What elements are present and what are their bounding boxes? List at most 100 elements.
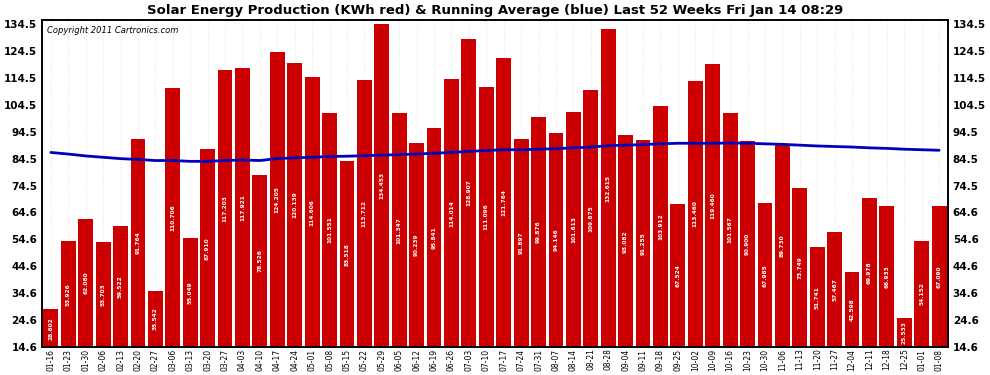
Text: 66.933: 66.933 [884,265,889,288]
Text: 109.875: 109.875 [588,206,593,232]
Bar [445,79,458,347]
Text: 57.467: 57.467 [833,278,838,301]
Bar [705,64,720,347]
Text: 101.551: 101.551 [327,216,332,243]
Text: 67.090: 67.090 [937,265,941,288]
Bar [165,88,180,347]
Text: 59.522: 59.522 [118,275,123,298]
Bar [44,309,58,347]
Text: 128.907: 128.907 [466,180,471,206]
Bar [252,175,267,347]
Text: 103.912: 103.912 [658,213,663,240]
Text: 89.730: 89.730 [780,234,785,257]
Text: 67.524: 67.524 [675,264,680,287]
Text: 101.613: 101.613 [571,216,576,243]
Bar [548,133,563,347]
Text: 114.014: 114.014 [448,200,454,226]
Bar [932,206,946,347]
Bar [60,241,75,347]
Bar [723,112,738,347]
Bar [305,77,320,347]
Bar [810,247,825,347]
Text: 121.764: 121.764 [501,189,506,216]
Bar [653,106,668,347]
Text: 95.841: 95.841 [432,226,437,249]
Text: 25.533: 25.533 [902,321,907,344]
Bar [566,112,581,347]
Text: 114.606: 114.606 [310,199,315,226]
Bar [670,204,685,347]
Text: 90.239: 90.239 [414,234,419,256]
Text: 99.876: 99.876 [536,221,542,243]
Bar [183,238,198,347]
Text: 42.598: 42.598 [849,298,854,321]
Text: 124.205: 124.205 [275,186,280,213]
Bar [828,231,842,347]
Bar [583,90,598,347]
Bar [792,188,807,347]
Text: 55.049: 55.049 [188,281,193,304]
Text: 54.152: 54.152 [920,282,925,305]
Text: 110.706: 110.706 [170,204,175,231]
Bar [601,29,616,347]
Text: 94.146: 94.146 [553,228,558,251]
Text: 28.602: 28.602 [49,317,53,340]
Text: 69.978: 69.978 [867,261,872,284]
Text: 101.567: 101.567 [728,216,733,243]
Text: 101.347: 101.347 [397,217,402,244]
Text: 62.080: 62.080 [83,272,88,294]
Bar [374,24,389,347]
Bar [741,141,755,347]
Bar [862,198,877,347]
Bar [514,139,529,347]
Bar [218,70,233,347]
Text: 51.741: 51.741 [815,286,820,309]
Bar [287,63,302,347]
Text: 91.255: 91.255 [641,232,645,255]
Bar [496,58,511,347]
Bar [688,81,703,347]
Bar [532,117,545,347]
Bar [235,69,249,347]
Text: 117.203: 117.203 [223,195,228,222]
Text: 120.139: 120.139 [292,192,297,218]
Bar [392,113,407,347]
Bar [461,39,476,347]
Bar [775,144,790,347]
Bar [844,272,859,347]
Text: 91.897: 91.897 [519,232,524,254]
Bar [340,161,354,347]
Bar [897,318,912,347]
Text: 113.712: 113.712 [362,200,367,227]
Text: 134.453: 134.453 [379,172,384,199]
Bar [636,140,650,347]
Text: 90.900: 90.900 [745,233,750,255]
Text: Copyright 2011 Cartronics.com: Copyright 2011 Cartronics.com [47,26,178,35]
Text: 117.921: 117.921 [240,194,245,221]
Bar [409,143,424,347]
Bar [131,139,146,347]
Bar [270,51,285,347]
Text: 73.749: 73.749 [797,256,802,279]
Text: 111.096: 111.096 [484,204,489,230]
Text: 35.542: 35.542 [152,308,157,330]
Bar [479,87,494,347]
Bar [113,226,128,347]
Text: 53.703: 53.703 [101,283,106,306]
Text: 91.764: 91.764 [136,232,141,255]
Text: 87.910: 87.910 [205,237,210,260]
Bar [879,206,894,347]
Text: 119.460: 119.460 [710,192,715,219]
Bar [78,219,93,347]
Text: 78.526: 78.526 [257,249,262,272]
Bar [427,128,442,347]
Bar [915,240,930,347]
Title: Solar Energy Production (KWh red) & Running Average (blue) Last 52 Weeks Fri Jan: Solar Energy Production (KWh red) & Runn… [147,4,843,17]
Text: 83.518: 83.518 [345,243,349,266]
Bar [757,203,772,347]
Bar [96,242,111,347]
Bar [618,135,633,347]
Text: 67.985: 67.985 [762,264,767,286]
Text: 113.460: 113.460 [693,200,698,227]
Bar [322,112,337,347]
